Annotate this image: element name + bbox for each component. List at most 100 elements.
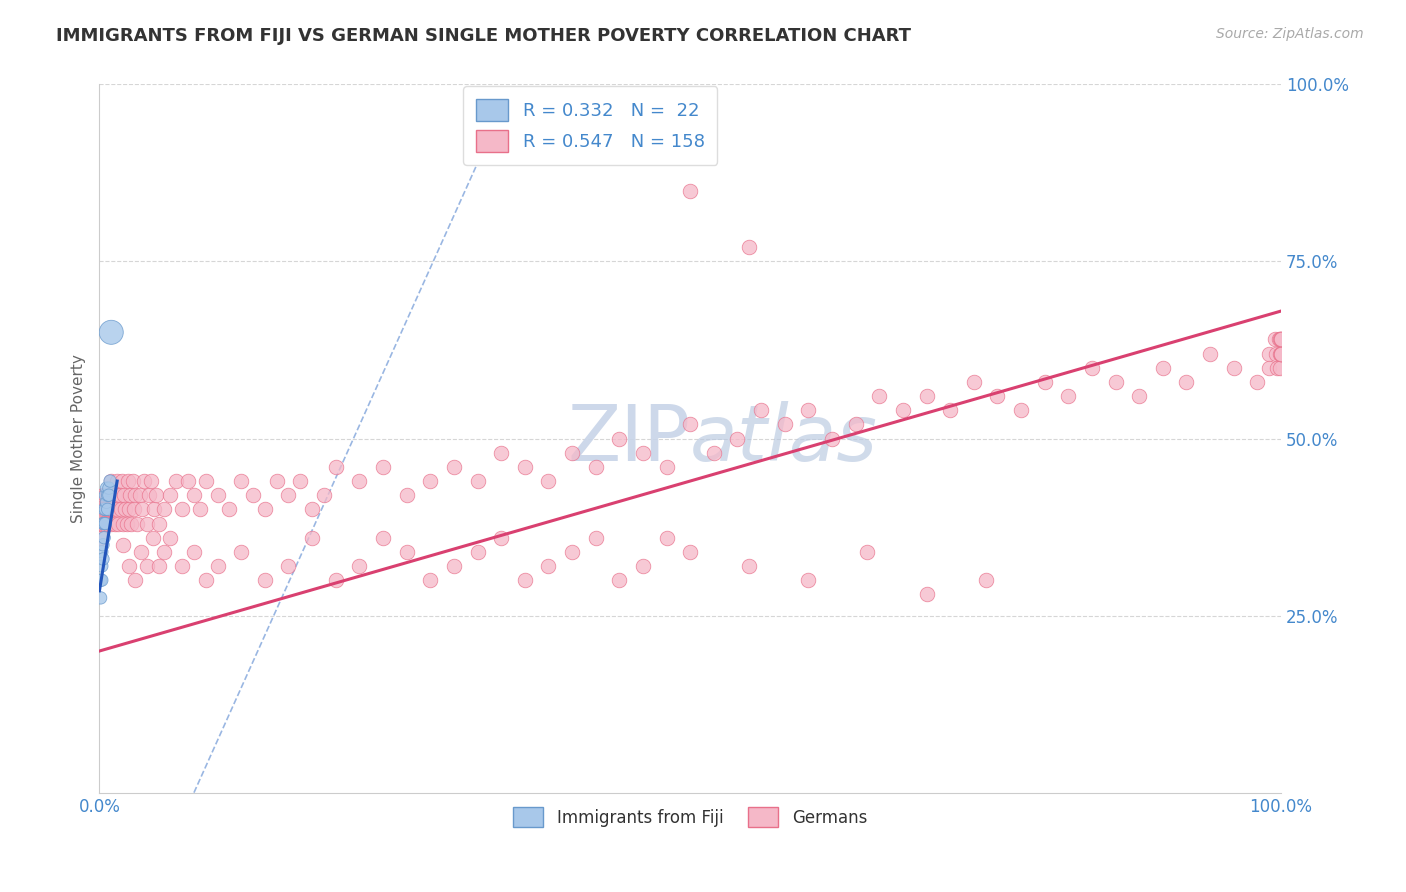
Point <box>141 474 163 488</box>
Point <box>112 538 135 552</box>
Text: Source: ZipAtlas.com: Source: ZipAtlas.com <box>1216 27 1364 41</box>
Point <box>124 573 146 587</box>
Point <box>301 502 323 516</box>
Point <box>96 495 118 509</box>
Point <box>218 502 240 516</box>
Point <box>104 488 127 502</box>
Point <box>183 488 205 502</box>
Point <box>1265 346 1288 360</box>
Point <box>120 516 142 531</box>
Point <box>148 516 170 531</box>
Point <box>395 545 418 559</box>
Point <box>868 389 890 403</box>
Point <box>537 559 560 574</box>
Point <box>467 545 489 559</box>
Point <box>118 559 141 574</box>
Point <box>371 531 394 545</box>
Point <box>112 488 135 502</box>
Point <box>90 545 112 559</box>
Point <box>679 545 702 559</box>
Point <box>749 403 772 417</box>
Point <box>91 516 114 531</box>
Point <box>419 573 441 587</box>
Point <box>127 516 149 531</box>
Point <box>1268 360 1291 375</box>
Point <box>1246 375 1268 389</box>
Point <box>443 559 465 574</box>
Point <box>93 502 115 516</box>
Y-axis label: Single Mother Poverty: Single Mother Poverty <box>72 354 86 523</box>
Point <box>90 573 112 587</box>
Point <box>134 474 156 488</box>
Point <box>96 481 118 495</box>
Point <box>513 573 536 587</box>
Point <box>112 516 135 531</box>
Point <box>1258 346 1281 360</box>
Point <box>1010 403 1032 417</box>
Point <box>135 559 157 574</box>
Point <box>177 474 200 488</box>
Point <box>489 446 512 460</box>
Text: atlas: atlas <box>690 401 879 476</box>
Point <box>1267 360 1289 375</box>
Point <box>1270 346 1292 360</box>
Point <box>90 573 112 587</box>
Point <box>97 502 120 516</box>
Point <box>120 488 142 502</box>
Point <box>110 502 132 516</box>
Point <box>1270 332 1292 346</box>
Point <box>153 545 176 559</box>
Point <box>585 459 607 474</box>
Point <box>101 502 124 516</box>
Point <box>188 502 211 516</box>
Point <box>797 403 820 417</box>
Point <box>242 488 264 502</box>
Point <box>105 502 128 516</box>
Point <box>312 488 335 502</box>
Point <box>1270 332 1292 346</box>
Text: IMMIGRANTS FROM FIJI VS GERMAN SINGLE MOTHER POVERTY CORRELATION CHART: IMMIGRANTS FROM FIJI VS GERMAN SINGLE MO… <box>56 27 911 45</box>
Text: ZIP: ZIP <box>567 401 690 476</box>
Point <box>145 488 167 502</box>
Point <box>1258 360 1281 375</box>
Point <box>96 488 118 502</box>
Point <box>153 502 176 516</box>
Point <box>1270 332 1292 346</box>
Point <box>98 502 121 516</box>
Point <box>131 502 153 516</box>
Point <box>165 474 187 488</box>
Point <box>1222 360 1244 375</box>
Point <box>963 375 986 389</box>
Point <box>96 502 118 516</box>
Point <box>108 488 131 502</box>
Point <box>253 573 276 587</box>
Point <box>349 559 371 574</box>
Point <box>97 488 120 502</box>
Point <box>727 432 749 446</box>
Point <box>1270 346 1292 360</box>
Point <box>419 474 441 488</box>
Point <box>100 516 122 531</box>
Point <box>1128 389 1150 403</box>
Point <box>561 446 583 460</box>
Point <box>253 502 276 516</box>
Point <box>1152 360 1174 375</box>
Point <box>1199 346 1222 360</box>
Point <box>1057 389 1080 403</box>
Point <box>97 516 120 531</box>
Point <box>98 474 121 488</box>
Point <box>159 531 181 545</box>
Point <box>91 488 114 502</box>
Point <box>138 488 160 502</box>
Point <box>986 389 1008 403</box>
Point <box>231 474 253 488</box>
Point <box>371 459 394 474</box>
Point <box>537 474 560 488</box>
Point <box>1033 375 1056 389</box>
Point <box>128 488 150 502</box>
Point <box>100 474 122 488</box>
Point <box>93 516 115 531</box>
Point <box>631 559 654 574</box>
Point <box>94 516 117 531</box>
Point <box>738 240 761 254</box>
